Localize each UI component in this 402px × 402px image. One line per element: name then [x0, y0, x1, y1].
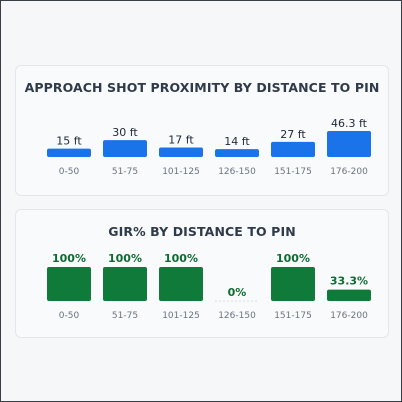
category-tick-label: 51-75	[112, 167, 138, 177]
bar-51-75	[103, 267, 147, 301]
value-label: 100%	[52, 252, 86, 265]
gir-chart-card: GIR% BY DISTANCE TO PIN 100% 0-50 100% 51-7…	[15, 209, 389, 338]
value-label: 30 ft	[112, 126, 138, 139]
category-tick-label: 151-175	[274, 167, 312, 177]
category-tick-label: 0-50	[59, 167, 80, 177]
category-tick-label: 176-200	[330, 167, 368, 177]
value-label: 100%	[108, 252, 142, 265]
value-label: 100%	[164, 252, 198, 265]
proximity-chart-card: APPROACH SHOT PROXIMITY BY DISTANCE TO P…	[15, 65, 389, 196]
bar-151-175	[271, 141, 315, 157]
bar-176-200	[327, 131, 371, 157]
value-label: 14 ft	[224, 135, 250, 148]
category-tick-label: 51-75	[112, 311, 138, 321]
value-label: 0%	[228, 286, 247, 299]
value-label: 27 ft	[280, 128, 306, 141]
bar-176-200	[327, 289, 371, 301]
category-tick-label: 101-125	[162, 311, 200, 321]
value-label: 15 ft	[56, 135, 82, 148]
category-tick-label: 176-200	[330, 311, 368, 321]
category-tick-label: 126-150	[218, 311, 256, 321]
bar-0-50	[47, 267, 91, 301]
category-tick-label: 0-50	[59, 311, 80, 321]
proximity-chart-title: APPROACH SHOT PROXIMITY BY DISTANCE TO P…	[24, 80, 380, 95]
value-label: 100%	[276, 252, 310, 265]
bar-151-175	[271, 267, 315, 301]
gir-chart: 100% 0-50 100% 51-75 100% 101-125 0% 126-150 100…	[47, 252, 371, 321]
value-label: 46.3 ft	[331, 117, 368, 130]
bar-126-150	[215, 149, 259, 157]
bar-101-125	[159, 147, 203, 157]
proximity-chart: 15 ft 0-50 30 ft 51-75 17 ft 101-125 14 ft 126-…	[47, 117, 371, 177]
bar-0-50	[47, 148, 91, 157]
bar-51-75	[103, 140, 147, 157]
category-tick-label: 101-125	[162, 167, 200, 177]
category-tick-label: 126-150	[218, 167, 256, 177]
value-label: 17 ft	[168, 133, 194, 146]
bar-101-125	[159, 267, 203, 301]
category-tick-label: 151-175	[274, 311, 312, 321]
gir-chart-title: GIR% BY DISTANCE TO PIN	[108, 224, 296, 239]
value-label: 33.3%	[330, 275, 368, 288]
